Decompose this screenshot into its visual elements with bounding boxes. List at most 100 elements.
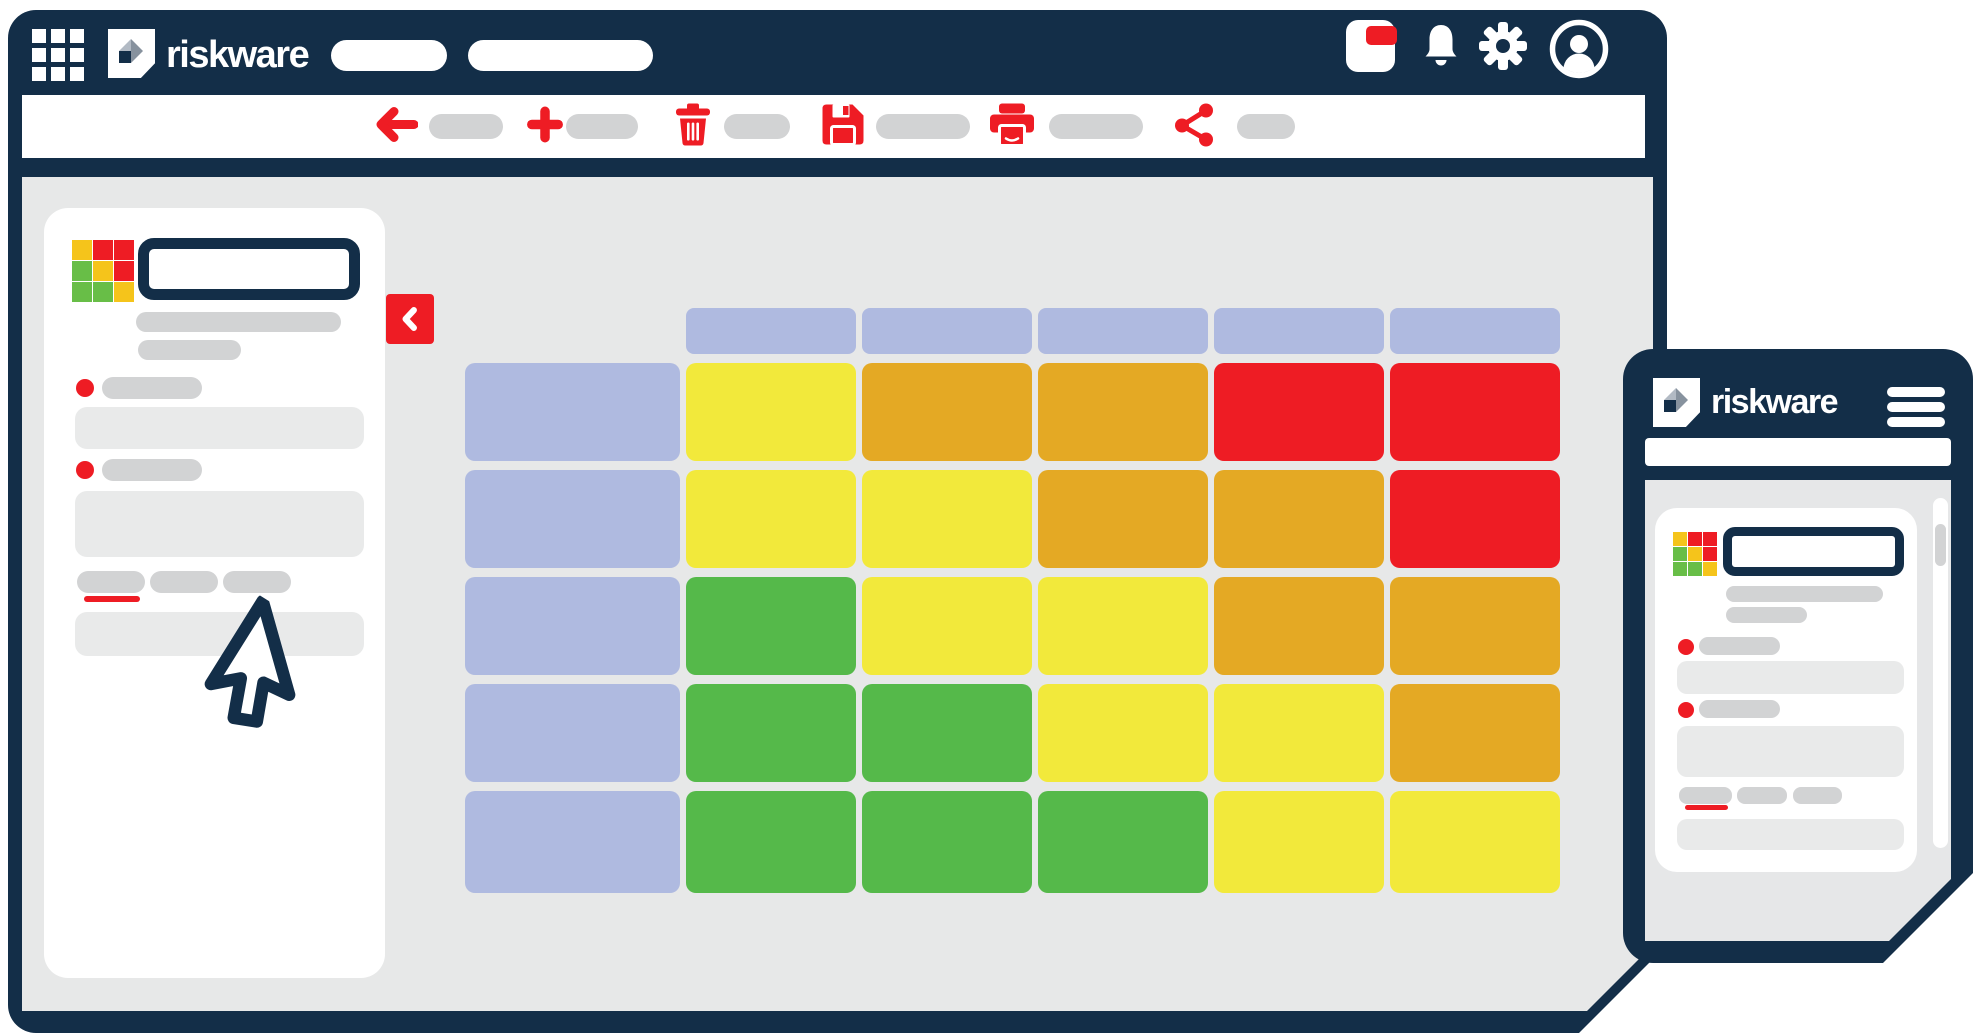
share-button[interactable]	[1173, 102, 1215, 151]
matrix-cell-orange[interactable]	[862, 363, 1032, 461]
phone-record-card	[1655, 508, 1917, 872]
brand-wordmark: riskware	[1711, 383, 1837, 421]
matrix-row-label	[465, 470, 680, 568]
input-field-placeholder[interactable]	[75, 612, 364, 656]
matrix-cell-orange[interactable]	[1038, 363, 1208, 461]
matrix-cell-green[interactable]	[862, 684, 1032, 782]
logo-grid-cell	[72, 261, 92, 281]
save-button[interactable]	[820, 102, 866, 151]
logo-grid-cell	[1673, 532, 1687, 546]
logo-grid-cell	[1703, 562, 1717, 576]
matrix-column-header	[686, 308, 856, 354]
logo-grid-cell	[93, 282, 113, 302]
matrix-cell-yellow[interactable]	[1038, 577, 1208, 675]
logo-grid-cell	[1688, 562, 1702, 576]
phone-screen	[1645, 480, 1951, 941]
matrix-corner-spacer	[465, 308, 680, 354]
matrix-cell-red[interactable]	[1390, 470, 1560, 568]
bell-icon[interactable]	[1421, 22, 1461, 77]
logo-grid-cell	[93, 240, 113, 260]
matrix-row-label	[465, 791, 680, 893]
matrix-row-label	[465, 577, 680, 675]
matrix-cell-orange[interactable]	[1038, 470, 1208, 568]
matrix-cell-yellow[interactable]	[1214, 791, 1384, 893]
logo-grid-cell	[1688, 532, 1702, 546]
textarea-placeholder[interactable]	[1677, 726, 1904, 777]
notification-card-icon[interactable]	[1346, 20, 1395, 72]
hamburger-menu-icon[interactable]	[1887, 387, 1945, 432]
matrix-column-header	[1214, 308, 1384, 354]
tab-3[interactable]	[223, 571, 291, 593]
textarea-placeholder[interactable]	[75, 491, 364, 557]
input-field-placeholder[interactable]	[1677, 819, 1904, 850]
cursor-arrow-icon	[186, 591, 338, 751]
matrix-cell-yellow[interactable]	[1038, 684, 1208, 782]
tab-active[interactable]	[77, 571, 145, 593]
title-input[interactable]	[138, 238, 360, 300]
matrix-cell-green[interactable]	[686, 684, 856, 782]
matrix-cell-orange[interactable]	[1390, 577, 1560, 675]
phone-search-bar[interactable]	[1645, 438, 1951, 466]
matrix-cell-yellow[interactable]	[1214, 684, 1384, 782]
tab-active[interactable]	[1679, 787, 1732, 804]
risk-matrix	[465, 308, 1560, 893]
matrix-cell-green[interactable]	[686, 791, 856, 893]
text-line-placeholder	[1726, 607, 1807, 623]
save-label-placeholder	[876, 114, 970, 139]
matrix-column-header	[1390, 308, 1560, 354]
matrix-cell-green[interactable]	[862, 791, 1032, 893]
matrix-cell-yellow[interactable]	[862, 577, 1032, 675]
logo-grid-cell	[114, 261, 134, 281]
matrix-cell-red[interactable]	[1390, 363, 1560, 461]
input-field-placeholder[interactable]	[1677, 661, 1904, 694]
add-label-placeholder	[566, 114, 638, 139]
field-label-placeholder	[1699, 637, 1780, 655]
logo-grid-cell	[114, 240, 134, 260]
back-button[interactable]	[372, 106, 418, 147]
gear-icon[interactable]	[1478, 21, 1528, 76]
required-dot	[76, 461, 94, 479]
tab-2[interactable]	[1737, 787, 1787, 804]
app-grid-icon[interactable]	[32, 29, 84, 81]
matrix-cell-yellow[interactable]	[1390, 791, 1560, 893]
logo-grid-cell	[1688, 547, 1702, 561]
print-button[interactable]	[988, 101, 1036, 152]
riskware-logo-icon	[1653, 378, 1700, 427]
matrix-cell-red[interactable]	[1214, 363, 1384, 461]
tab-2[interactable]	[150, 571, 218, 593]
toolbar	[22, 95, 1645, 158]
matrix-cell-yellow[interactable]	[862, 470, 1032, 568]
logo-grid-cell	[93, 261, 113, 281]
matrix-cell-green[interactable]	[1038, 791, 1208, 893]
tab-3[interactable]	[1793, 787, 1842, 804]
delete-button[interactable]	[673, 101, 713, 152]
input-field-placeholder[interactable]	[75, 407, 364, 449]
scrollbar-thumb[interactable]	[1935, 524, 1946, 566]
text-line-placeholder	[136, 312, 341, 332]
title-input[interactable]	[1723, 527, 1904, 576]
avatar-icon[interactable]	[1549, 19, 1609, 84]
field-label-placeholder	[1699, 700, 1780, 718]
matrix-cell-orange[interactable]	[1390, 684, 1560, 782]
required-dot	[1678, 639, 1694, 655]
matrix-cell-orange[interactable]	[1214, 470, 1384, 568]
field-label-placeholder	[102, 377, 202, 399]
nav-item-placeholder-2[interactable]	[468, 40, 653, 71]
content-area	[22, 177, 1653, 1011]
add-button[interactable]	[526, 105, 564, 148]
field-label-placeholder	[102, 459, 202, 481]
active-tab-underline	[1685, 805, 1728, 810]
scrollbar-track[interactable]	[1933, 498, 1948, 848]
matrix-cell-yellow[interactable]	[686, 470, 856, 568]
matrix-cell-orange[interactable]	[1214, 577, 1384, 675]
app-window: riskware	[8, 10, 1667, 1033]
matrix-column-header	[862, 308, 1032, 354]
nav-item-placeholder-1[interactable]	[331, 40, 447, 71]
logo-grid-cell	[72, 240, 92, 260]
phone-mockup: riskware	[1623, 349, 1973, 963]
panel-collapse-button[interactable]	[386, 294, 434, 344]
required-dot	[1678, 702, 1694, 718]
matrix-cell-yellow[interactable]	[686, 363, 856, 461]
matrix-cell-green[interactable]	[686, 577, 856, 675]
mini-matrix-logo	[72, 240, 134, 302]
